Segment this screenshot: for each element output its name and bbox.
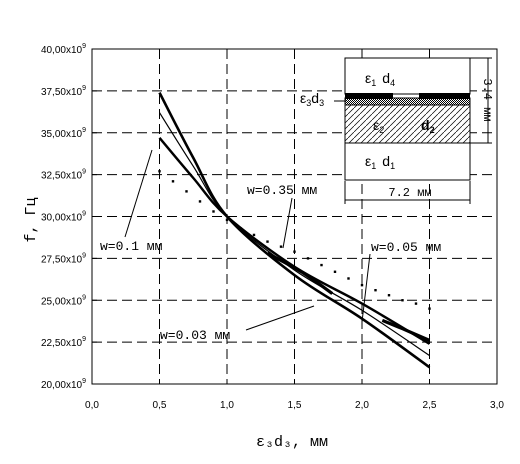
inset-label-bot: ε1 d1 [365,153,395,171]
series-segment-1 [266,251,334,295]
inset-label-top: ε1 d4 [365,70,395,88]
series-segment-2 [381,318,431,342]
x-tick-label: 2,5 [423,400,437,411]
inset-layer-thin [344,97,471,106]
series-dotted-point [387,294,391,297]
inset-width-label: 7.2 мм [388,186,431,200]
x-tick-label: 2,0 [355,400,369,411]
series-dotted-point [212,210,215,213]
series-dotted-point [266,240,269,243]
y-tick-label: 40,00x109 [41,43,86,56]
y-tick-label: 20,00x109 [41,378,86,391]
series-dotted-point [293,250,296,253]
y-tick-label: 27,50x109 [41,252,86,265]
curves [158,92,431,369]
series-dotted-point [185,190,188,193]
y-tick-label: 32,50x109 [41,169,86,182]
inset-height-label: 3.4 мм [480,78,494,121]
series-curve-2 [158,112,430,356]
series-dotted-point [239,227,242,230]
inset-layer-top [344,57,471,95]
y-tick-label: 37,50x109 [41,85,86,98]
series-dotted-point [414,302,418,305]
inset-label-mid-d: d2 [421,117,435,135]
y-axis-label: f, Гц [23,197,40,242]
series-dotted-point [320,263,323,267]
annotation-w01: w=0.1 мм [100,239,163,254]
x-axis-label: ε₃d₃, мм [256,434,328,451]
series-dotted-point [171,180,175,183]
y-tick-label: 30,00x109 [41,211,86,224]
series-dotted-point [252,233,256,237]
annotation-w035: w=0.35 мм [247,183,317,198]
y-tick-label: 35,00x109 [41,127,86,140]
inset-label-left: ε3d3 [300,90,324,108]
inset-strip-right [419,93,470,99]
series-curve-3 [158,137,431,345]
inset-structure: ε1 d4 ε3d3 ε2 d2 ε1 d1 7.2 мм 3.4 мм [300,57,494,204]
series-dotted-point [347,277,350,280]
ticks: 0,0 0,5 1,0 1,5 2,0 2,5 3,0 20,00x109 22,50x109 2… [41,43,504,411]
inset-strip-left [345,93,393,99]
series-dotted-point [374,289,377,292]
inset-layer-bottom [344,142,471,181]
annotation-w005: w=0.05 мм [371,240,441,255]
series-dotted-point [401,299,404,302]
inset-label-mid: ε2 [373,117,384,135]
x-tick-label: 0,5 [153,400,167,411]
x-tick-label: 0,0 [85,400,99,411]
series-dotted-point [279,245,283,248]
series-curve-1 [158,92,431,369]
annotation-w003-pointer [245,305,315,331]
series-dotted-point [428,307,431,310]
y-tick-label: 22,50x109 [41,336,86,349]
series-dotted-point [306,257,310,260]
annotation-w01-pointer [124,149,153,238]
series-dotted-point [333,270,337,273]
annotation-w005-pointer [361,253,371,323]
annotation-w035-pointer [282,197,293,249]
x-tick-label: 3,0 [490,400,504,411]
x-tick-label: 1,5 [288,400,302,411]
series-dotted-point [158,170,161,173]
series-dotted-point [198,200,202,203]
inset-layer-middle [344,104,471,144]
x-tick-label: 1,0 [220,400,234,411]
series-dotted-point [360,283,364,287]
series-dotted-point [225,218,229,222]
annotation-w003: w=0.03 мм [160,328,230,343]
y-tick-label: 25,00x109 [41,294,86,307]
